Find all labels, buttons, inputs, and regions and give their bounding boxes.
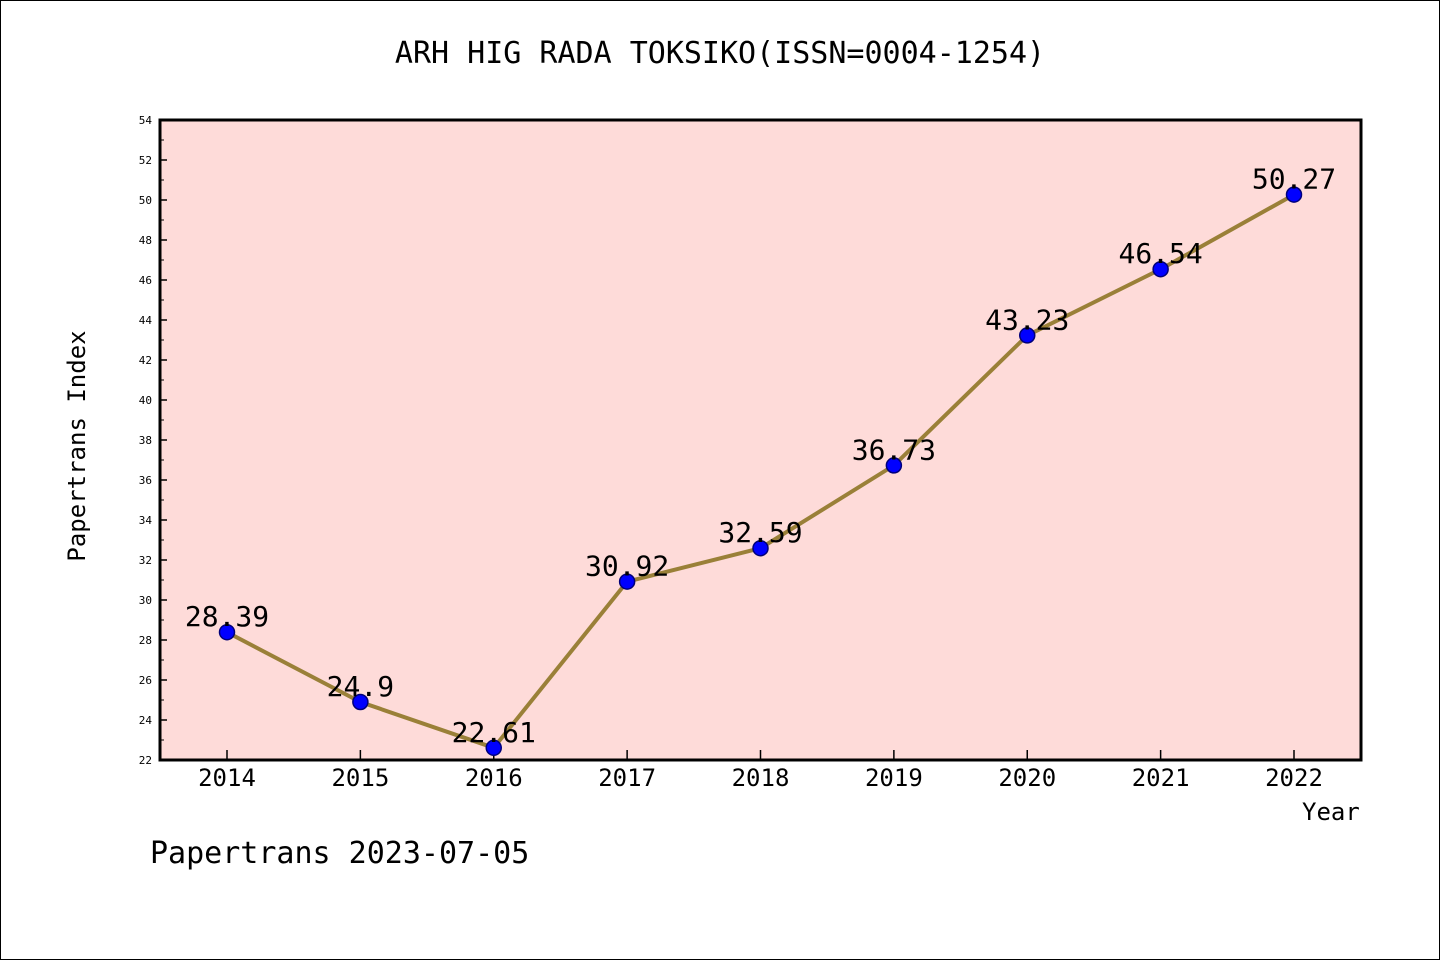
y-tick-label: 34 xyxy=(139,514,153,527)
data-label: 36.73 xyxy=(852,433,936,466)
data-point xyxy=(352,693,369,711)
y-tick-label: 50 xyxy=(139,194,152,207)
data-label: 22.61 xyxy=(452,716,536,749)
y-tick-label: 28 xyxy=(139,634,152,647)
y-tick-label: 22 xyxy=(139,754,152,767)
chart-title: ARH HIG RADA TOKSIKO(ISSN=0004-1254) xyxy=(394,36,1046,71)
y-tick-label: 42 xyxy=(139,354,152,367)
x-axis-label: Year xyxy=(1302,798,1360,826)
x-tick-label: 2014 xyxy=(198,764,256,792)
y-tick-label: 38 xyxy=(139,434,152,447)
data-label: 28.39 xyxy=(185,600,269,633)
data-label: 30.92 xyxy=(585,550,669,583)
y-tick-label: 52 xyxy=(139,154,152,167)
x-tick-label: 2015 xyxy=(331,764,389,792)
data-point xyxy=(1152,260,1169,278)
data-label: 32.59 xyxy=(718,516,802,549)
x-tick-label: 2020 xyxy=(998,764,1056,792)
data-label: 43.23 xyxy=(985,303,1069,336)
y-tick-label: 40 xyxy=(139,394,152,407)
data-label: 50.27 xyxy=(1252,163,1336,196)
y-tick-label: 26 xyxy=(139,674,152,687)
plot-area xyxy=(158,118,1363,762)
y-tick-label: 54 xyxy=(139,114,153,127)
data-point xyxy=(218,623,236,641)
data-point xyxy=(752,539,769,557)
data-point xyxy=(885,457,903,474)
x-tick-label: 2016 xyxy=(465,764,523,792)
x-tick-label: 2017 xyxy=(598,764,656,792)
y-tick-label: 24 xyxy=(139,714,153,727)
y-tick-label: 46 xyxy=(139,274,152,287)
y-tick-label: 36 xyxy=(139,474,152,487)
y-tick-label: 32 xyxy=(139,554,152,567)
data-point xyxy=(1285,186,1303,203)
data-label: 24.9 xyxy=(327,670,394,703)
footer-text: Papertrans 2023-07-05 xyxy=(150,836,530,871)
x-tick-label: 2022 xyxy=(1265,764,1323,792)
y-tick-label: 44 xyxy=(139,314,153,327)
data-point xyxy=(618,573,636,590)
data-point xyxy=(1019,327,1036,344)
data-label: 46.54 xyxy=(1118,237,1202,270)
x-tick-label: 2021 xyxy=(1132,764,1190,792)
y-tick-label: 48 xyxy=(139,234,152,247)
y-tick-label: 30 xyxy=(139,594,152,607)
x-tick-label: 2019 xyxy=(865,764,923,792)
data-point xyxy=(485,739,502,757)
x-tick-label: 2018 xyxy=(732,764,790,792)
